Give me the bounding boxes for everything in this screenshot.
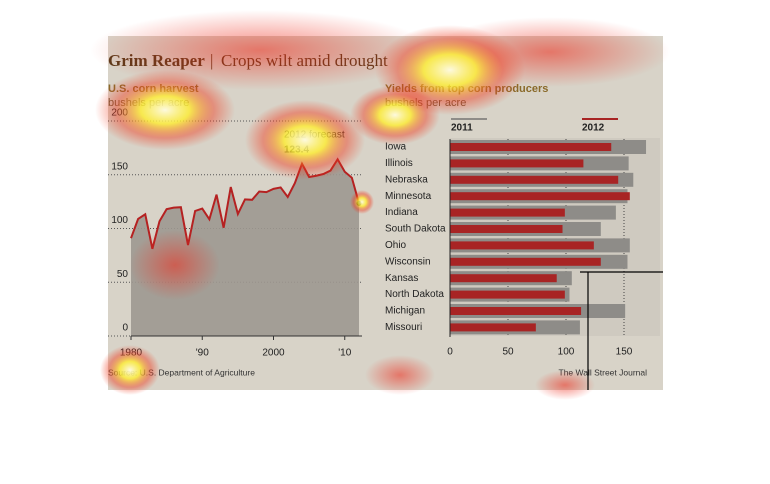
category-label: Minnesota <box>385 191 432 202</box>
cursor-lines <box>580 271 663 390</box>
right-unit: bushels per acre <box>385 97 466 109</box>
x-tick-label: 1980 <box>120 348 143 359</box>
category-label: Indiana <box>385 207 418 218</box>
bar <box>450 225 563 233</box>
annotation: 2012 forecast <box>284 130 345 141</box>
bar <box>450 208 565 217</box>
category-label: Wisconsin <box>385 256 431 267</box>
y-tick-label: 50 <box>117 269 129 280</box>
bar <box>450 323 536 332</box>
category-label: Kansas <box>385 273 418 284</box>
legend-label: 2012 <box>582 123 605 134</box>
title: Grim Reaper <box>108 51 205 70</box>
x-tick-label: '10 <box>338 348 351 359</box>
x-tick-label: 2000 <box>262 348 285 359</box>
bar <box>450 175 619 184</box>
category-label: Illinois <box>385 158 413 169</box>
right-title: Yields from top corn producers <box>385 83 548 95</box>
plot-background <box>450 138 660 336</box>
annotation-value: 123.4 <box>284 145 309 156</box>
x-tick-label: 100 <box>558 347 575 358</box>
title-separator: | <box>210 51 213 70</box>
x-tick-label: 150 <box>616 347 633 358</box>
y-tick-label: 100 <box>111 215 128 226</box>
left-title: U.S. corn harvest <box>108 83 199 95</box>
y-tick-label: 150 <box>111 161 128 172</box>
y-tick-label: 200 <box>111 108 128 119</box>
x-tick-label: 50 <box>502 347 514 358</box>
category-label: Nebraska <box>385 174 428 185</box>
x-tick-label: 0 <box>447 347 453 358</box>
bar <box>450 143 612 151</box>
category-label: Missouri <box>385 322 422 333</box>
bar <box>450 274 557 283</box>
legend-label: 2011 <box>451 123 473 134</box>
category-label: Ohio <box>385 240 407 251</box>
category-label: South Dakota <box>385 224 446 235</box>
category-label: Iowa <box>385 142 407 153</box>
x-tick-label: '90 <box>196 348 209 359</box>
forecast-point <box>356 200 362 206</box>
source: Source: U.S. Department of Agriculture <box>108 367 255 377</box>
subtitle: Crops wilt amid drought <box>221 51 388 70</box>
credit: The Wall Street Journal <box>559 367 648 377</box>
y-tick-label: 0 <box>122 323 128 334</box>
bar <box>450 290 565 299</box>
bar <box>450 192 630 201</box>
bar <box>450 241 594 250</box>
bar <box>450 159 584 168</box>
category-label: Michigan <box>385 306 425 317</box>
bar <box>450 257 601 266</box>
category-label: North Dakota <box>385 289 444 300</box>
bar <box>450 307 582 315</box>
